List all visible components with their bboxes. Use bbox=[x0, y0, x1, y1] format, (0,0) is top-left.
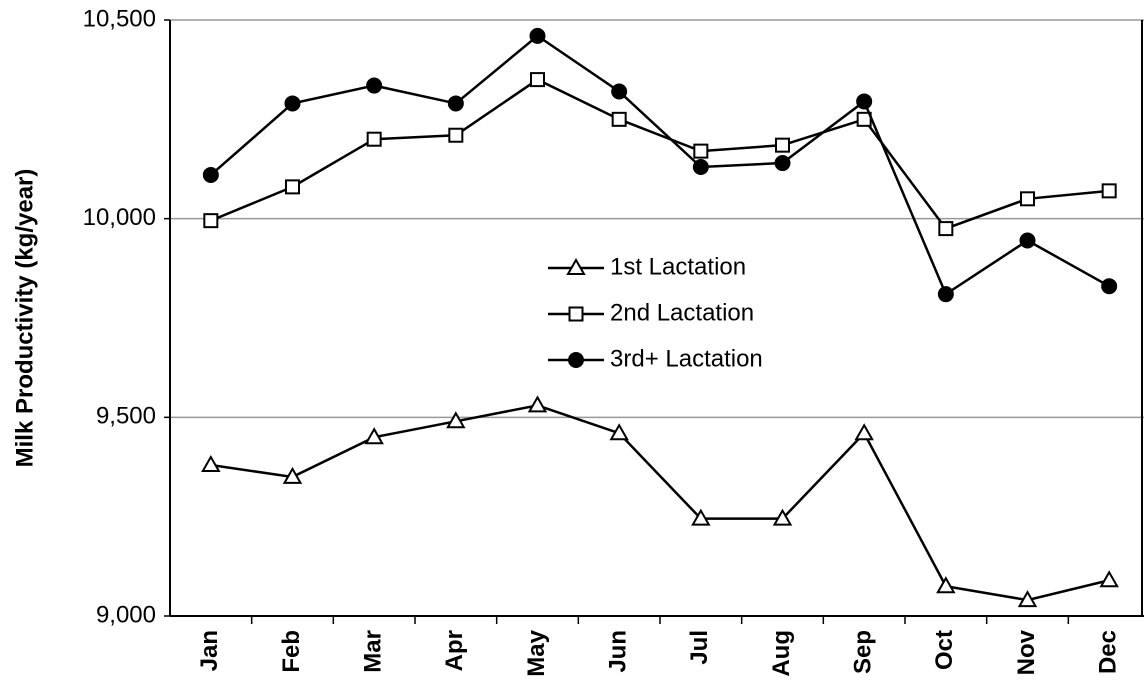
point bbox=[284, 95, 301, 112]
point bbox=[1099, 570, 1119, 588]
series-line bbox=[210, 78, 1110, 231]
point bbox=[529, 27, 546, 44]
point bbox=[568, 306, 584, 322]
point bbox=[448, 127, 464, 143]
point bbox=[285, 179, 300, 195]
point bbox=[693, 143, 709, 159]
x-tick-label: Dec bbox=[1095, 630, 1122, 674]
point bbox=[856, 93, 873, 110]
point bbox=[1101, 183, 1117, 199]
point bbox=[1017, 590, 1038, 608]
point bbox=[692, 159, 709, 176]
point bbox=[775, 137, 790, 153]
x-tick-label: Jun bbox=[605, 630, 632, 673]
x-tick-label: Jan bbox=[196, 630, 223, 671]
x-tick-label: Sep bbox=[850, 630, 877, 674]
point bbox=[854, 423, 874, 441]
point bbox=[611, 111, 627, 127]
point bbox=[447, 95, 464, 112]
point bbox=[201, 454, 221, 473]
point bbox=[1101, 278, 1118, 295]
point bbox=[774, 155, 791, 172]
point bbox=[772, 508, 793, 526]
series-line bbox=[210, 404, 1110, 602]
point bbox=[527, 395, 548, 413]
point bbox=[566, 257, 586, 275]
point bbox=[937, 286, 954, 303]
y-tick-label: 10,000 bbox=[83, 204, 156, 231]
point bbox=[691, 508, 711, 526]
y-axis-label: Milk Productivity (kg/year) bbox=[11, 169, 38, 468]
point bbox=[446, 411, 466, 429]
series-line bbox=[210, 34, 1110, 297]
x-tick-label: Oct bbox=[931, 630, 958, 670]
x-tick-label: Jul bbox=[686, 630, 713, 665]
legend-label: 2nd Lactation bbox=[610, 299, 754, 326]
x-tick-label: Mar bbox=[360, 630, 387, 673]
point bbox=[609, 423, 629, 441]
point bbox=[568, 352, 584, 368]
point bbox=[202, 166, 219, 183]
point bbox=[364, 427, 384, 445]
point bbox=[936, 576, 956, 594]
point bbox=[530, 72, 545, 88]
x-tick-label: May bbox=[523, 629, 550, 676]
y-tick-label: 9,000 bbox=[96, 601, 156, 628]
x-tick-label: Aug bbox=[768, 630, 795, 677]
point bbox=[938, 221, 954, 237]
point bbox=[366, 77, 383, 94]
x-tick-label: Feb bbox=[278, 630, 305, 673]
x-tick-label: Nov bbox=[1013, 629, 1040, 675]
point bbox=[366, 131, 382, 147]
point bbox=[282, 466, 303, 484]
point bbox=[611, 83, 628, 100]
legend-label: 3rd+ Lactation bbox=[610, 345, 763, 372]
point bbox=[1019, 232, 1036, 249]
point bbox=[1020, 191, 1035, 207]
legend-label: 1st Lactation bbox=[610, 253, 746, 280]
point bbox=[203, 213, 219, 229]
x-tick-label: Apr bbox=[441, 630, 468, 671]
y-tick-label: 9,500 bbox=[96, 403, 156, 430]
y-tick-label: 10,500 bbox=[83, 5, 156, 32]
